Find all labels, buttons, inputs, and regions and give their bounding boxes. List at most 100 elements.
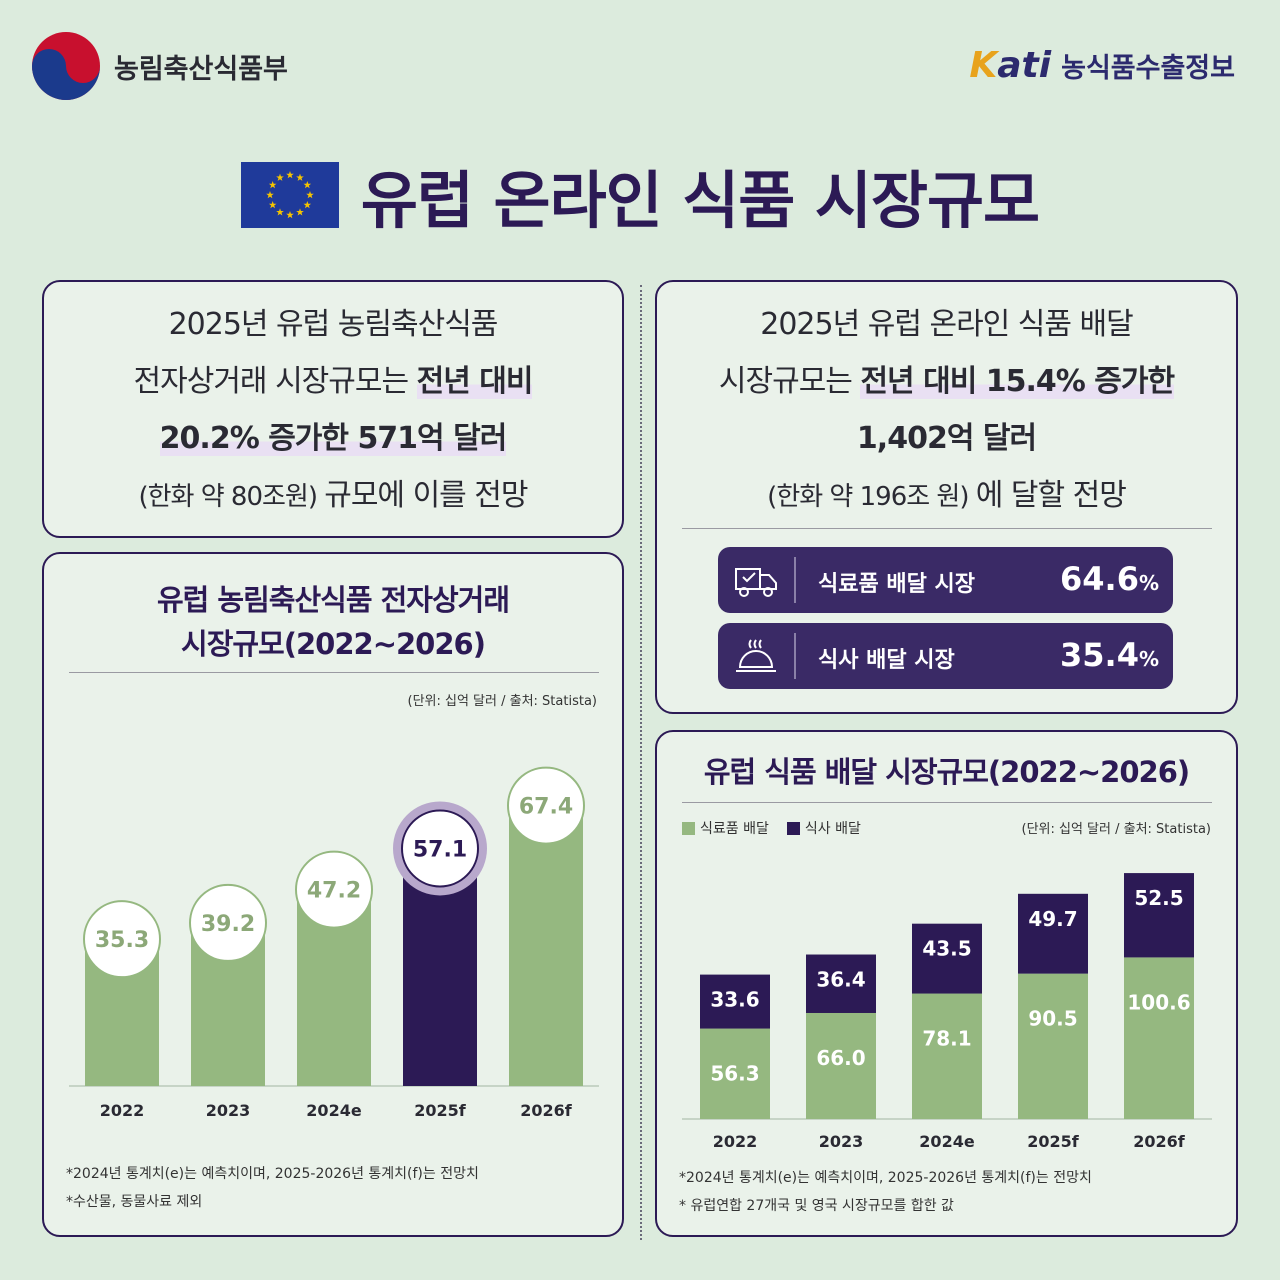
right-bar-value-label: 100.6 [1127,990,1190,1014]
left-bar-label-bubble [507,766,585,845]
kati-brand: Kati 농식품수출정보 [969,45,1235,86]
right-bar-meal [912,923,982,994]
eu-star-icon [268,181,277,189]
share-grocery-value: 64.6% [1060,560,1159,598]
left-x-tick-label: 2022 [100,1101,145,1120]
kati-logo: Kati [969,45,1052,86]
eu-star-icon [286,171,294,179]
share-meal: 식사 배달 시장 35.4% [718,623,1173,689]
right-bar-meal [1018,893,1088,974]
left-bar-label-bubble [401,809,479,888]
eu-star-icon [303,181,312,189]
left-x-tick-label: 2025f [414,1101,467,1120]
eu-star-icon [268,201,277,209]
left-bar-value-label: 39.2 [201,912,255,937]
left-note-1: *2024년 통계치(e)는 예측치이며, 2025-2026년 통계치(f)는… [66,1166,479,1182]
right-chart-title: 유럽 식품 배달 시장규모(2022~2026) [703,755,1190,789]
eu-star-icon [303,201,312,209]
center-divider [640,285,642,1240]
summary-right-divider [682,528,1212,529]
summary-right-line4a: (한화 약 196조 원) [767,482,976,512]
right-bar-value-label: 52.5 [1134,886,1183,910]
legend-grocery: 식료품 배달 [682,818,769,838]
right-bar-value-label: 36.4 [816,968,865,992]
right-bar-grocery [1124,957,1194,1119]
eu-star-icon [276,173,284,181]
eu-star-icon [306,191,314,199]
left-chart-divider [69,672,599,673]
left-x-tick-label: 2024e [306,1101,362,1120]
right-bar-grocery [1018,973,1088,1119]
taegeuk-emblem-icon [32,32,100,100]
left-x-tick-label: 2026f [520,1101,573,1120]
right-chart-legend: 식료품 배달 식사 배달 [682,818,861,838]
left-bar-label-bubble [83,900,161,979]
right-bar-value-label: 78.1 [922,1027,971,1051]
summary-right-line4b: 에 달할 전망 [975,478,1127,513]
right-bar-grocery [806,1012,876,1119]
summary-right-line2b: 전년 대비 15.4% 증가한 [860,364,1175,399]
left-chart-title-2: 시장규모(2022~2026) [181,627,486,661]
right-stacked-chart: 56.3 33.6 2022 66.0 36.4 2023 78.1 43.5 2024e 90.… [682,873,1212,1151]
ministry-name: 농림축산식품부 [114,53,288,85]
right-note-2: * 유럽연합 27개국 및 영국 시장규모를 합한 값 [679,1198,954,1214]
left-bar-label-bubble [189,883,267,962]
summary-left-line1: 2025년 유럽 농림축산식품 [168,307,499,342]
left-chart-unit: (단위: 십억 달러 / 출처: Statista) [407,694,598,709]
summary-right-line1: 2025년 유럽 온라인 식품 배달 [760,307,1134,342]
summary-left-line4a: (한화 약 80조원) [138,482,325,512]
summary-right-line3: 1,402억 달러 [856,421,1037,456]
left-chart-title-1: 유럽 농림축산식품 전자상거래 [156,583,510,617]
left-bar-chart: 35.3 2022 39.2 2023 47.2 2024e 57.1 2025f 67.4 20… [69,766,599,1120]
right-x-tick-label: 2024e [919,1132,975,1151]
share-meal-label: 식사 배달 시장 [818,648,955,673]
summary-left-line3: 20.2% 증가한 571억 달러 [159,421,507,456]
left-chart-panel: 유럽 농림축산식품 전자상거래 시장규모(2022~2026) (단위: 십억 … [42,552,624,1237]
right-bar-value-label: 43.5 [922,937,971,961]
right-x-tick-label: 2026f [1133,1132,1186,1151]
title-row: 유럽 온라인 식품 시장규모 [0,150,1280,240]
share-grocery: 식료품 배달 시장 64.6% [718,547,1173,613]
left-note-2: *수산물, 동물사료 제외 [66,1194,203,1210]
right-chart-unit: (단위: 십억 달러 / 출처: Statista) [1021,822,1212,837]
right-chart-divider [682,802,1212,803]
kati-name: 농식품수출정보 [1061,53,1235,84]
eu-flag-icon [240,162,339,228]
summary-left-panel: 2025년 유럽 농림축산식품 전자상거래 시장규모는 전년 대비 20.2% … [42,280,624,538]
right-bar-grocery [700,1028,770,1119]
eu-star-icon [296,208,304,216]
right-x-tick-label: 2022 [713,1132,758,1151]
right-bar-value-label: 90.5 [1028,1007,1077,1031]
eu-star-icon [266,191,274,199]
left-bar-value-label: 35.3 [95,928,149,953]
eu-star-icon [276,208,284,216]
left-bar [509,805,583,1086]
left-bar-label-bubble [295,850,373,929]
right-bar-value-label: 49.7 [1028,907,1077,931]
right-bar-meal [700,974,770,1029]
summary-left-line2b: 전년 대비 [416,364,533,399]
left-bar-value-label: 57.1 [413,837,467,862]
right-x-tick-label: 2023 [819,1132,864,1151]
right-bar-value-label: 56.3 [710,1062,759,1086]
delivery-truck-icon [735,568,777,597]
page-title: 유럽 온라인 식품 시장규모 [360,164,1040,237]
eu-star-icon [296,173,304,181]
ministry-logo: 농림축산식품부 [30,30,288,102]
right-bar-meal [1124,873,1194,958]
right-note-1: *2024년 통계치(e)는 예측치이며, 2025-2026년 통계치(f)는… [679,1170,1092,1186]
share-meal-value: 35.4% [1060,636,1159,674]
summary-left-line4b: 규모에 이를 전망 [324,478,528,513]
left-bar-value-label: 47.2 [307,879,361,904]
summary-right-panel: 2025년 유럽 온라인 식품 배달 시장규모는 전년 대비 15.4% 증가한… [655,280,1238,714]
right-bar-grocery [912,993,982,1119]
right-bar-value-label: 33.6 [710,988,759,1012]
right-x-tick-label: 2025f [1027,1132,1080,1151]
eu-star-icon [286,211,294,219]
legend-meal: 식사 배달 [786,818,861,838]
share-grocery-label: 식료품 배달 시장 [818,572,975,597]
summary-left-line2a: 전자상거래 시장규모는 [133,364,417,399]
food-cloche-icon [736,639,776,672]
left-x-tick-label: 2023 [206,1101,251,1120]
summary-right-line2a: 시장규모는 [718,364,861,399]
